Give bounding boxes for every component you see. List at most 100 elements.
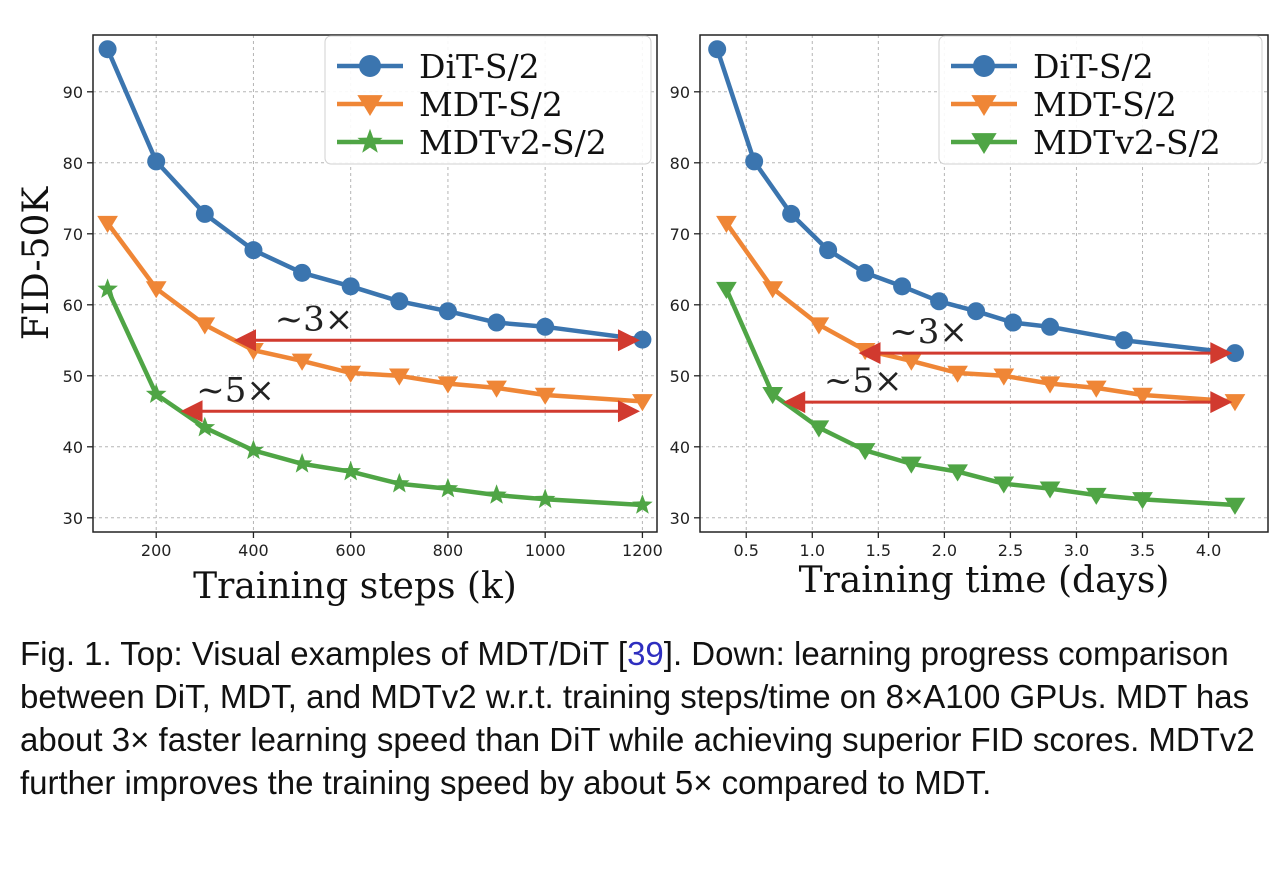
- legend-marker: [359, 55, 381, 77]
- y-tick-label: 80: [63, 154, 83, 173]
- legend-entry: MDT-S/2: [337, 85, 563, 124]
- speedup-annotation: ~3×: [234, 299, 640, 352]
- data-point: [97, 215, 118, 233]
- legend-label: DiT-S/2: [419, 47, 540, 86]
- legend-entry: MDTv2-S/2: [337, 123, 607, 162]
- speedup-label: ~5×: [824, 361, 903, 401]
- y-tick-label: 60: [670, 296, 690, 315]
- data-point: [854, 443, 876, 461]
- data-point: [340, 460, 361, 481]
- data-point: [1085, 380, 1107, 398]
- data-point: [145, 281, 167, 299]
- arrow-head-right: [617, 400, 640, 423]
- data-point: [893, 277, 912, 296]
- data-point: [930, 292, 949, 311]
- data-point: [1115, 331, 1134, 350]
- y-tick-label: 40: [670, 438, 690, 457]
- chart-training-steps: 200 400 600 800 1000 1200 30 40 50 60 70 80 90 Traini…: [16, 34, 663, 607]
- series-MDTv2-S/2: [97, 278, 653, 514]
- data-point: [993, 476, 1015, 494]
- data-point: [194, 416, 216, 437]
- data-point: [145, 383, 167, 403]
- data-point: [1132, 387, 1153, 405]
- data-point: [708, 40, 727, 59]
- data-point: [1224, 497, 1246, 515]
- y-tick-label: 40: [63, 438, 83, 457]
- x-tick-label: 2.5: [998, 541, 1023, 560]
- data-point: [762, 281, 784, 299]
- legend-label: MDT-S/2: [419, 85, 563, 124]
- series-MDT-S/2: [97, 215, 653, 412]
- speedup-label: ~3×: [889, 312, 968, 352]
- data-point: [291, 353, 313, 371]
- data-point: [1041, 317, 1060, 336]
- series-DiT-S/2: [98, 40, 652, 349]
- data-point: [1039, 481, 1061, 499]
- data-point: [856, 263, 875, 282]
- arrow-head-right: [1210, 342, 1233, 365]
- arrow-head-right: [1210, 391, 1233, 414]
- y-tick-label: 90: [670, 83, 690, 102]
- data-point: [1132, 492, 1153, 510]
- data-point: [632, 494, 653, 514]
- x-tick-label: 3.5: [1130, 541, 1155, 560]
- series-line: [715, 48, 1236, 356]
- series-MDTv2-S/2: [716, 281, 1246, 515]
- legend-entry: DiT-S/2: [337, 47, 540, 86]
- data-point: [534, 387, 556, 405]
- data-point: [967, 302, 986, 321]
- y-tick-label: 30: [63, 509, 83, 528]
- data-point: [340, 365, 362, 383]
- y-tick-label: 50: [63, 367, 83, 386]
- data-point: [1085, 487, 1107, 505]
- legend-box: [938, 35, 1263, 165]
- data-point: [900, 353, 922, 371]
- data-point: [716, 215, 737, 233]
- data-point: [947, 365, 968, 383]
- plot-frame: [699, 34, 1269, 533]
- x-tick-label: 600: [335, 541, 366, 560]
- speedup-annotation: ~5×: [180, 370, 640, 423]
- data-point: [389, 472, 410, 493]
- data-point: [1004, 313, 1023, 332]
- data-point: [195, 204, 214, 223]
- data-point: [98, 40, 117, 59]
- data-point: [762, 387, 784, 405]
- legend-box: [324, 35, 652, 165]
- data-point: [1224, 394, 1246, 412]
- figure-charts: 200 400 600 800 1000 1200 30 40 50 60 70 80 90 Traini…: [16, 34, 1269, 607]
- data-point: [900, 456, 922, 474]
- data-point: [782, 204, 801, 223]
- data-point: [632, 394, 653, 412]
- figure-caption: Fig. 1. Top: Visual examples of MDT/DiT …: [20, 632, 1270, 804]
- citation-link[interactable]: 39: [627, 635, 664, 672]
- data-point: [291, 453, 313, 473]
- legend-marker: [971, 133, 997, 155]
- data-point: [808, 420, 830, 438]
- speedup-annotation: ~3×: [858, 312, 1233, 365]
- data-point: [293, 263, 312, 282]
- data-point: [437, 477, 459, 498]
- x-tick-label: 200: [141, 541, 172, 560]
- x-tick-label: 3.0: [1064, 541, 1089, 560]
- data-point: [487, 313, 506, 332]
- arrow-head-left: [783, 391, 806, 414]
- x-tick-label: 400: [238, 541, 269, 560]
- speedup-label: ~5×: [196, 370, 275, 410]
- x-tick-label: 0.5: [734, 541, 759, 560]
- data-point: [147, 152, 166, 171]
- x-tick-label: 1200: [622, 541, 663, 560]
- x-tick-label: 1.0: [800, 541, 825, 560]
- y-tick-label: 50: [670, 367, 690, 386]
- data-point: [244, 241, 263, 260]
- data-point: [808, 317, 830, 335]
- data-point: [534, 488, 556, 509]
- data-point: [486, 484, 507, 504]
- y-tick-label: 70: [63, 225, 83, 244]
- legend-label: MDTv2-S/2: [419, 123, 607, 162]
- arrow-head-right: [617, 329, 640, 352]
- x-tick-label: 1000: [525, 541, 566, 560]
- legend-marker: [971, 95, 997, 117]
